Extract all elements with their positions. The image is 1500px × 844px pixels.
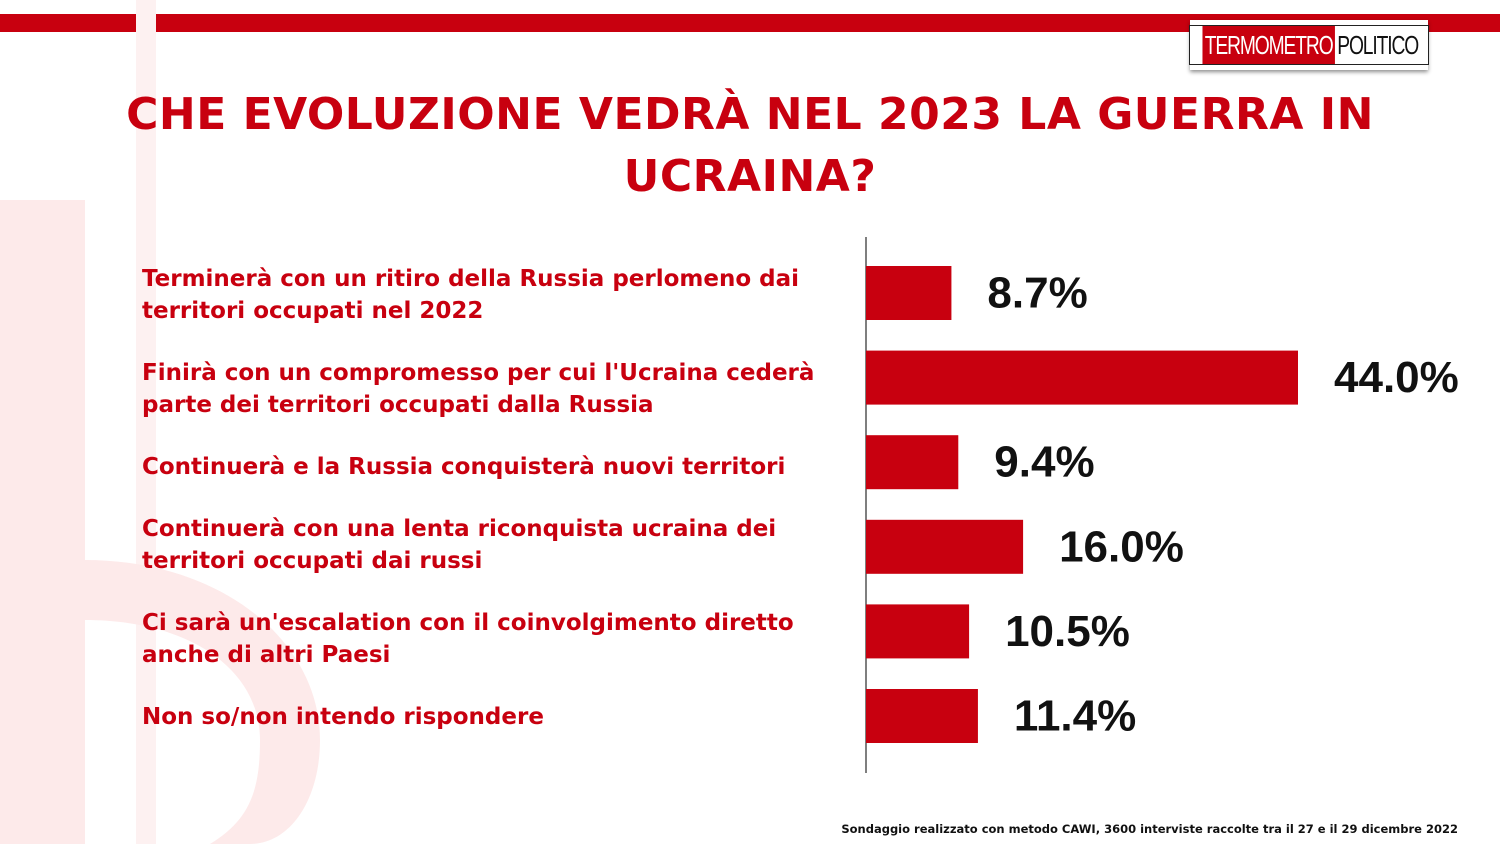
logo-frame: TERMOMETRO POLITICO — [1188, 25, 1430, 65]
bar — [866, 604, 970, 659]
chart-title: CHE EVOLUZIONE VEDRÀ NEL 2023 LA GUERRA … — [126, 89, 1374, 202]
value-label: 44.0% — [1334, 353, 1459, 402]
survey-footnote: Sondaggio realizzato con metodo CAWI, 36… — [841, 822, 1458, 836]
bar — [866, 689, 978, 743]
termometro-politico-logo[interactable]: TERMOMETRO POLITICO — [1188, 20, 1430, 70]
bar — [866, 350, 1298, 405]
top-accent-bar — [0, 14, 1500, 32]
value-label: 10.5% — [1005, 607, 1130, 656]
category-label: Continuerà con una lenta riconquista ucr… — [142, 516, 777, 574]
value-label: 16.0% — [1059, 522, 1184, 571]
category-label: Non so/non intendo rispondere — [142, 704, 544, 730]
logo-text-dark: POLITICO — [1336, 30, 1419, 60]
logo-text-red: TERMOMETRO — [1202, 26, 1335, 64]
bar — [866, 435, 959, 490]
value-label: 8.7% — [987, 269, 1087, 318]
category-label: Terminerà con un ritiro della Russia per… — [142, 266, 800, 324]
category-label: Continuerà e la Russia conquisterà nuovi… — [142, 454, 786, 480]
value-label: 9.4% — [994, 438, 1094, 487]
category-label: Finirà con un compromesso per cui l'Ucra… — [142, 360, 815, 418]
bar — [866, 519, 1024, 574]
category-label: Ci sarà un'escalation con il coinvolgime… — [142, 610, 794, 668]
bar — [866, 266, 952, 320]
value-label: 11.4% — [1014, 692, 1136, 741]
